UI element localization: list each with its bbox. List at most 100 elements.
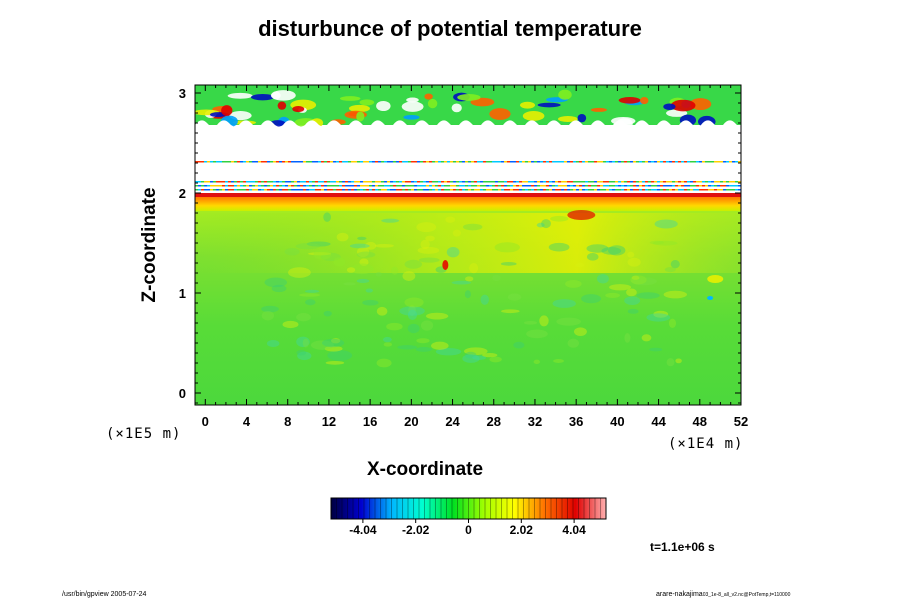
texture-blob (407, 309, 418, 321)
noise-line-segment (735, 185, 738, 187)
noise-line-segment (255, 189, 258, 191)
turbulent-eddy (522, 111, 545, 121)
noise-line-segment (477, 189, 480, 191)
noise-line-segment (696, 161, 699, 163)
noise-line-segment (516, 189, 519, 191)
noise-line-segment (579, 189, 582, 191)
noise-line-segment (549, 161, 552, 163)
noise-line-segment (288, 185, 291, 187)
noise-line-segment (603, 189, 606, 191)
texture-blob (435, 347, 462, 356)
noise-line-segment (723, 189, 726, 191)
texture-blob (375, 271, 382, 277)
noise-line-segment (294, 185, 297, 187)
x-axis-label: X-coordinate (366, 459, 484, 480)
noise-line-segment (567, 189, 570, 191)
noise-line-segment (219, 189, 222, 191)
texture-blob (668, 318, 677, 328)
noise-line-segment (312, 185, 315, 187)
noise-line-segment (558, 185, 561, 187)
noise-line-segment (534, 161, 537, 163)
noise-line-segment (357, 185, 360, 187)
noise-line-segment (246, 181, 249, 183)
noise-line-segment (729, 189, 732, 191)
texture-blob (565, 279, 582, 288)
noise-line-segment (426, 161, 429, 163)
noise-line-segment (372, 181, 375, 183)
noise-line-segment (483, 185, 486, 187)
noise-line-segment (270, 161, 273, 163)
noise-line-segment (309, 181, 312, 183)
noise-line-segment (222, 161, 225, 163)
noise-line-segment (528, 161, 531, 163)
noise-line-segment (462, 185, 465, 187)
noise-line-segment (441, 181, 444, 183)
noise-line-segment (468, 161, 471, 163)
noise-line-segment (621, 189, 624, 191)
texture-blob (586, 244, 609, 253)
noise-line-segment (483, 189, 486, 191)
noise-line-segment (459, 185, 462, 187)
noise-line-segment (576, 189, 579, 191)
texture-blob (631, 277, 657, 286)
noise-line-segment (285, 181, 288, 183)
noise-line-segment (249, 189, 252, 191)
noise-line-segment (387, 189, 390, 191)
noise-line-segment (405, 161, 408, 163)
noise-line-segment (258, 181, 261, 183)
noise-line-segment (672, 181, 675, 183)
noise-line-segment (615, 185, 618, 187)
noise-line-segment (258, 161, 261, 163)
noise-line-segment (318, 185, 321, 187)
noise-line-segment (573, 181, 576, 183)
noise-line-segment (651, 161, 654, 163)
noise-line-segment (207, 181, 210, 183)
texture-blob (346, 267, 356, 273)
texture-blob (550, 215, 569, 222)
noise-line-segment (276, 181, 279, 183)
noise-line-segment (360, 189, 363, 191)
noise-line-segment (468, 185, 471, 187)
noise-line-segment (420, 189, 423, 191)
texture-blob (297, 351, 312, 361)
noise-line-segment (612, 161, 615, 163)
noise-line-segment (576, 185, 579, 187)
texture-blob (652, 240, 678, 246)
noise-line-segment (639, 189, 642, 191)
noise-line-segment (345, 189, 348, 191)
noise-line-segment (315, 181, 318, 183)
noise-line-segment (354, 189, 357, 191)
texture-blob (349, 243, 370, 249)
texture-blob (336, 232, 349, 242)
noise-line-segment (486, 185, 489, 187)
turbulent-eddy (537, 102, 561, 108)
noise-line-segment (447, 189, 450, 191)
eddy-crest (349, 120, 371, 131)
noise-line-segment (363, 181, 366, 183)
texture-blob (323, 310, 332, 317)
texture-blob (313, 249, 332, 260)
noise-line-segment (360, 161, 363, 163)
eddy-crest (613, 120, 635, 131)
noise-line-segment (570, 161, 573, 163)
noise-line-segment (513, 181, 516, 183)
noise-line-segment (603, 161, 606, 163)
eddy-crest (239, 120, 261, 131)
texture-blob (670, 259, 680, 269)
x-tick-label: 44 (651, 414, 666, 429)
noise-line-segment (489, 181, 492, 183)
noise-line-segment (708, 161, 711, 163)
turbulent-eddy (457, 94, 481, 101)
noise-line-segment (282, 161, 285, 163)
noise-line-segment (477, 181, 480, 183)
noise-line-segment (351, 161, 354, 163)
noise-line-segment (636, 185, 639, 187)
texture-blob (399, 306, 425, 316)
noise-line-segment (552, 189, 555, 191)
noise-line-segment (642, 189, 645, 191)
noise-line-segment (513, 161, 516, 163)
noise-line-segment (675, 181, 678, 183)
noise-line-segment (390, 161, 393, 163)
noise-line-segment (348, 185, 351, 187)
noise-line-segment (354, 161, 357, 163)
